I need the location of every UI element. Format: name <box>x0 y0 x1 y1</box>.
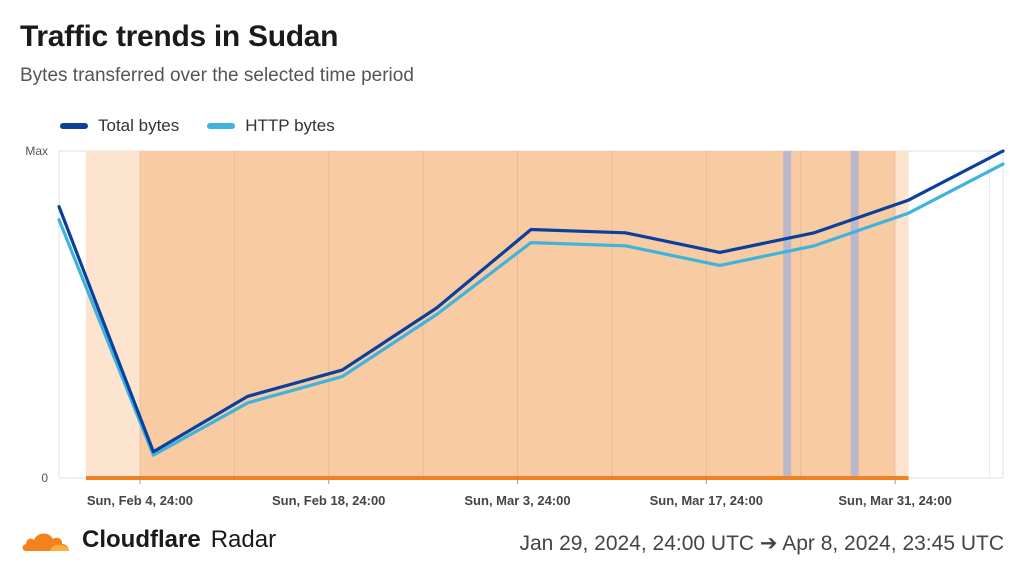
legend: Total bytes HTTP bytes <box>60 116 335 136</box>
legend-swatch-http <box>207 123 236 129</box>
page-title: Traffic trends in Sudan <box>20 20 339 53</box>
annotation-range-3 <box>850 151 859 478</box>
x-tick-label-0: Sun, Feb 4, 24:00 <box>87 493 193 508</box>
x-tick-label-2: Sun, Mar 3, 24:00 <box>464 493 570 508</box>
series-line-total-bytes <box>57 149 1005 454</box>
page-subtitle: Bytes transferred over the selected time… <box>20 65 414 86</box>
brand-logo[interactable]: Cloudflare Radar <box>20 526 276 554</box>
x-tick-label-3: Sun, Mar 17, 24:00 <box>650 493 763 508</box>
legend-label-total: Total bytes <box>98 116 180 135</box>
legend-item-http[interactable]: HTTP bytes <box>207 116 335 136</box>
x-tick-label-4: Sun, Mar 31, 24:00 <box>838 493 951 508</box>
annotation-range-1 <box>139 151 896 478</box>
brand-product: Radar <box>210 526 277 553</box>
brand-name: Cloudflare <box>82 526 201 553</box>
legend-swatch-total <box>60 123 88 129</box>
y-tick-label-0: 0 <box>41 471 48 485</box>
y-tick-label-1: Max <box>25 144 48 158</box>
series-line-http-bytes <box>57 162 1005 457</box>
annotation-range-2 <box>783 151 792 478</box>
date-range: Jan 29, 2024, 24:00 UTC ➔ Apr 8, 2024, 2… <box>519 532 1004 555</box>
legend-label-http: HTTP bytes <box>245 116 335 135</box>
cloudflare-cloud-icon <box>22 533 69 551</box>
annotation-timeline <box>85 476 909 480</box>
x-tick-label-1: Sun, Feb 18, 24:00 <box>272 493 385 508</box>
legend-item-total[interactable]: Total bytes <box>60 116 179 136</box>
